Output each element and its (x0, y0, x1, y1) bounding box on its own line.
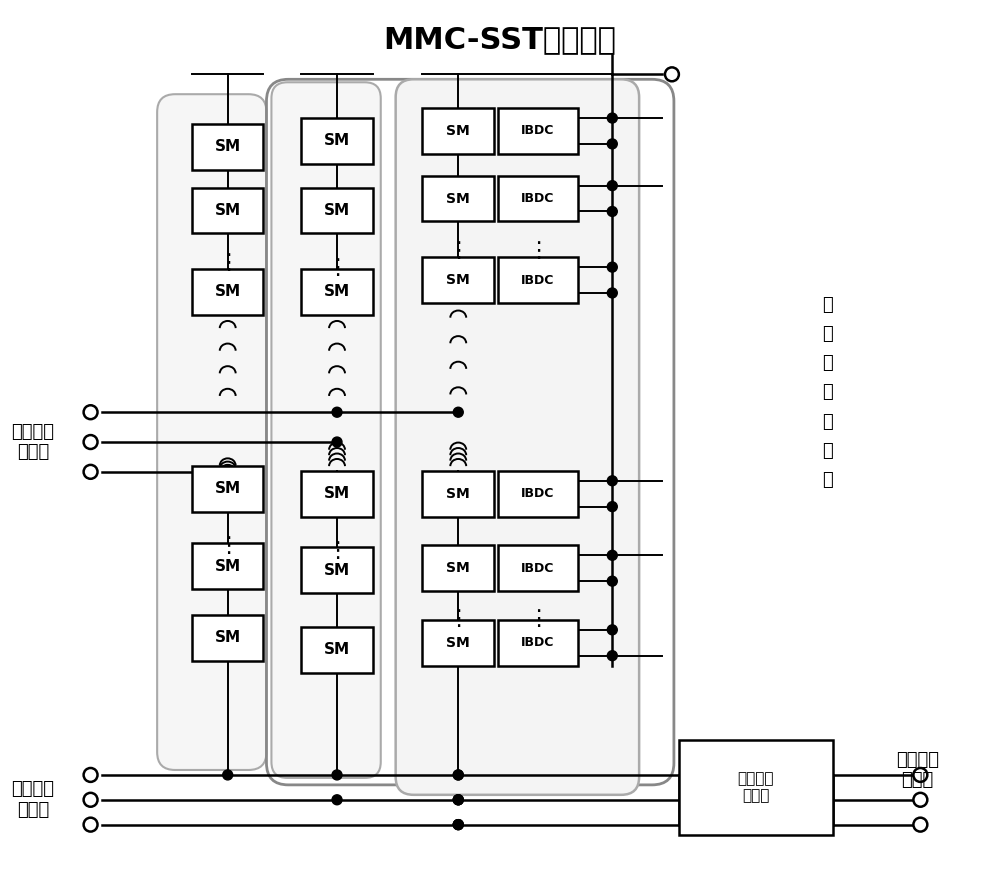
Text: ⋮: ⋮ (217, 536, 239, 557)
Bar (422, 620, 494, 665)
FancyBboxPatch shape (271, 82, 381, 778)
Text: SM: SM (446, 636, 470, 649)
Bar (192, 466, 263, 512)
Text: SM: SM (215, 558, 241, 574)
Bar (192, 615, 263, 661)
Text: SM: SM (215, 631, 241, 645)
Circle shape (607, 288, 617, 298)
Text: MMC-SST拓扑结构: MMC-SST拓扑结构 (384, 25, 616, 54)
Circle shape (607, 651, 617, 661)
Text: SM: SM (324, 563, 350, 578)
Text: IBDC: IBDC (521, 562, 554, 574)
Circle shape (607, 181, 617, 191)
Text: 中
压
直
流
配
电
网: 中 压 直 流 配 电 网 (823, 296, 833, 489)
Text: IBDC: IBDC (521, 636, 554, 649)
Text: ⋮: ⋮ (527, 241, 549, 261)
Bar (422, 176, 494, 221)
Bar (498, 176, 578, 221)
Text: IBDC: IBDC (521, 487, 554, 500)
Bar (679, 740, 833, 835)
Circle shape (607, 501, 617, 512)
Text: ⋮: ⋮ (447, 609, 469, 629)
Bar (301, 471, 373, 516)
Text: 三相全桥
逆变器: 三相全桥 逆变器 (738, 772, 774, 804)
Circle shape (453, 795, 463, 805)
Text: 中压交流
配电网: 中压交流 配电网 (11, 423, 54, 461)
Text: SM: SM (324, 203, 350, 218)
Bar (192, 124, 263, 169)
Circle shape (453, 820, 463, 830)
Text: SM: SM (215, 203, 241, 218)
Circle shape (607, 139, 617, 149)
Bar (301, 118, 373, 164)
FancyBboxPatch shape (396, 79, 639, 795)
Circle shape (607, 207, 617, 217)
Text: ⋮: ⋮ (447, 241, 469, 261)
Text: SM: SM (446, 561, 470, 575)
Bar (498, 257, 578, 303)
Circle shape (607, 113, 617, 123)
Bar (422, 545, 494, 591)
Circle shape (607, 625, 617, 635)
Text: 低压交流
配电网: 低压交流 配电网 (896, 750, 939, 789)
Text: SM: SM (215, 285, 241, 300)
Text: SM: SM (324, 642, 350, 657)
Circle shape (453, 770, 463, 780)
Text: SM: SM (446, 124, 470, 138)
Text: ⋮: ⋮ (326, 258, 348, 278)
Bar (422, 257, 494, 303)
Text: ⋮: ⋮ (217, 253, 239, 273)
Circle shape (453, 770, 463, 780)
Text: IBDC: IBDC (521, 125, 554, 137)
Text: ⋮: ⋮ (527, 609, 549, 629)
Circle shape (607, 550, 617, 560)
Circle shape (453, 795, 463, 805)
Bar (301, 187, 373, 234)
Bar (301, 627, 373, 673)
Text: SM: SM (324, 134, 350, 148)
Circle shape (453, 820, 463, 830)
Bar (192, 269, 263, 315)
Text: SM: SM (215, 481, 241, 496)
Circle shape (332, 795, 342, 805)
Circle shape (223, 770, 233, 780)
Circle shape (607, 262, 617, 272)
Text: 低压直流
配电网: 低压直流 配电网 (11, 780, 54, 819)
Circle shape (607, 475, 617, 486)
Text: IBDC: IBDC (521, 192, 554, 205)
Text: SM: SM (446, 487, 470, 500)
Bar (498, 620, 578, 665)
Circle shape (453, 820, 463, 830)
Circle shape (453, 795, 463, 805)
Bar (498, 108, 578, 153)
Text: SM: SM (446, 273, 470, 287)
Bar (498, 471, 578, 516)
Text: SM: SM (215, 139, 241, 154)
Circle shape (332, 770, 342, 780)
Text: SM: SM (324, 285, 350, 300)
Text: SM: SM (324, 486, 350, 501)
Circle shape (607, 576, 617, 586)
Text: ⋮: ⋮ (326, 541, 348, 561)
FancyBboxPatch shape (157, 95, 266, 770)
Bar (192, 543, 263, 589)
Bar (422, 108, 494, 153)
Circle shape (453, 408, 463, 417)
Text: SM: SM (446, 192, 470, 205)
Text: IBDC: IBDC (521, 274, 554, 286)
Bar (422, 471, 494, 516)
Bar (192, 187, 263, 234)
Bar (301, 269, 373, 315)
Circle shape (332, 408, 342, 417)
Bar (498, 545, 578, 591)
Bar (301, 548, 373, 593)
Circle shape (332, 437, 342, 447)
